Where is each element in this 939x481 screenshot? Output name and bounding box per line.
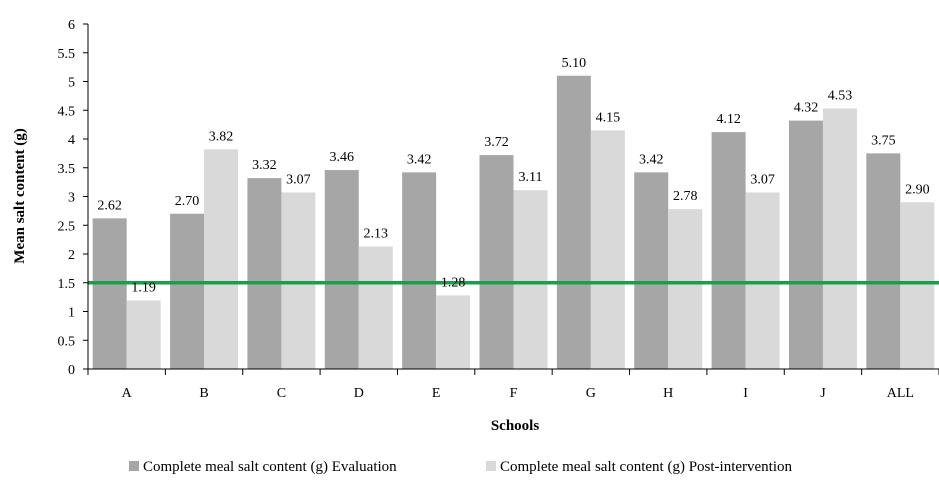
y-tick-label: 5 [68, 76, 75, 91]
y-tick-label: 3 [68, 191, 75, 206]
bar-post-intervention-f [513, 190, 548, 369]
bar-evaluation-g [556, 75, 591, 369]
bar-evaluation-a [92, 218, 127, 369]
bar-evaluation-e [402, 172, 437, 369]
x-tick-label-b: B [199, 386, 208, 401]
y-tick-label: 1 [68, 306, 75, 321]
bar-post-intervention-b [204, 149, 239, 369]
data-label-post-intervention-h: 2.78 [673, 189, 698, 204]
y-tick-label: 3.5 [58, 162, 76, 177]
x-tick-label-f: F [510, 386, 518, 401]
data-label-post-intervention-a: 1.19 [131, 281, 156, 296]
bar-evaluation-h [634, 172, 669, 369]
data-label-post-intervention-b: 3.82 [209, 129, 234, 144]
x-tick-label-all: ALL [887, 386, 914, 401]
x-tick-label-e: E [432, 386, 441, 401]
data-label-evaluation-f: 3.72 [484, 135, 509, 150]
data-label-evaluation-i: 4.12 [716, 112, 741, 127]
legend-swatch-evaluation [129, 461, 139, 471]
bar-post-intervention-a [126, 300, 161, 369]
bar-post-intervention-g [590, 130, 625, 369]
bar-evaluation-b [170, 213, 205, 369]
y-tick-label: 0.5 [58, 334, 76, 349]
bar-evaluation-j [788, 120, 823, 369]
x-tick-label-a: A [122, 386, 133, 401]
bar-evaluation-c [247, 178, 282, 369]
bar-post-intervention-c [281, 192, 316, 369]
data-label-post-intervention-i: 3.07 [750, 172, 775, 187]
y-tick-label: 4 [68, 133, 75, 148]
x-tick-label-j: J [820, 386, 826, 401]
legend-label-evaluation: Complete meal salt content (g) Evaluatio… [143, 459, 397, 475]
data-label-evaluation-h: 3.42 [639, 152, 664, 167]
y-tick-label: 2.5 [58, 219, 76, 234]
legend-swatch-post-intervention [486, 461, 496, 471]
bar-post-intervention-i [745, 192, 780, 369]
y-tick-label: 6 [68, 18, 75, 33]
bar-post-intervention-j [822, 108, 857, 370]
y-tick-label: 5.5 [58, 47, 76, 62]
data-label-post-intervention-e: 1.28 [441, 275, 466, 290]
data-label-evaluation-a: 2.62 [97, 198, 122, 213]
data-label-post-intervention-g: 4.15 [596, 110, 621, 125]
data-label-evaluation-e: 3.42 [407, 152, 432, 167]
x-tick-label-c: C [277, 386, 286, 401]
data-label-evaluation-j: 4.32 [794, 101, 819, 116]
y-tick-label: 0 [68, 363, 75, 378]
data-label-post-intervention-all: 2.90 [905, 182, 930, 197]
axes-group: 0 0.5 1 1.5 2 2.5 3 3.5 4 4.5 5 5.5 6 A B C D E F G H I J ALL [58, 18, 939, 401]
data-label-post-intervention-d: 2.13 [364, 227, 389, 242]
x-tick-label-i: I [743, 386, 748, 401]
data-labels-group: 2.62 1.19 2.70 3.82 3.32 3.07 3.46 2.13 3.42 1.28… [97, 56, 929, 296]
data-label-post-intervention-j: 4.53 [828, 89, 853, 104]
y-tick-label: 2 [68, 248, 75, 263]
data-label-post-intervention-c: 3.07 [286, 172, 311, 187]
legend-label-post-intervention: Complete meal salt content (g) Post-inte… [500, 459, 793, 475]
data-label-evaluation-g: 5.10 [562, 56, 587, 71]
bar-evaluation-all [866, 153, 901, 369]
data-label-evaluation-all: 3.75 [871, 133, 896, 148]
data-label-post-intervention-f: 3.11 [519, 170, 543, 185]
data-label-evaluation-b: 2.70 [175, 194, 200, 209]
y-tick-label: 4.5 [58, 104, 76, 119]
y-tick-label: 1.5 [58, 277, 76, 292]
bar-post-intervention-h [668, 209, 703, 369]
legend: Complete meal salt content (g) Evaluatio… [129, 459, 793, 475]
x-axis-title: Schools [491, 418, 540, 434]
data-label-evaluation-c: 3.32 [252, 158, 277, 173]
data-label-evaluation-d: 3.46 [330, 150, 355, 165]
y-axis-title: Mean salt content (g) [12, 128, 28, 263]
x-tick-label-h: H [663, 386, 673, 401]
x-tick-label-g: G [586, 386, 596, 401]
bar-post-intervention-e [436, 295, 471, 369]
bar-post-intervention-all [900, 202, 935, 369]
bar-evaluation-f [479, 155, 514, 369]
x-tick-label-d: D [354, 386, 364, 401]
bars-group [92, 75, 935, 370]
bar-evaluation-d [324, 170, 359, 369]
bar-evaluation-i [711, 132, 746, 369]
bar-post-intervention-d [358, 246, 393, 369]
